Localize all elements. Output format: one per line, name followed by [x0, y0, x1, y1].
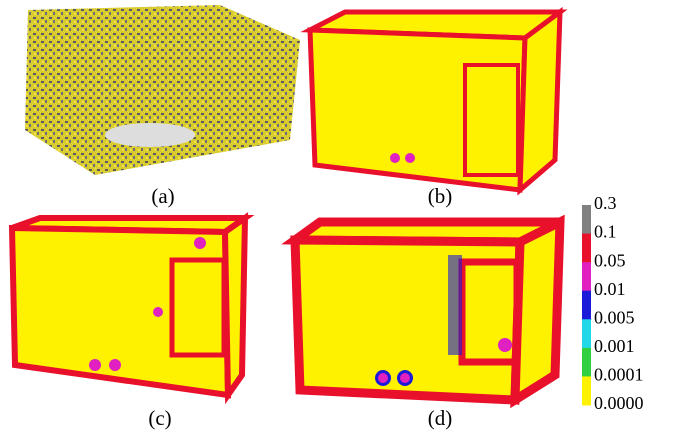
colorbar-label: 0.005 — [594, 307, 635, 327]
panel-a-image — [25, 5, 300, 175]
colorbar-segment — [582, 262, 591, 291]
colorbar-segment — [582, 319, 591, 348]
colorbar-segment — [582, 291, 591, 320]
panel-b-image — [310, 12, 560, 190]
colorbar-segment — [582, 376, 591, 405]
panel-d-image — [295, 222, 560, 400]
colorbar-label: 0.001 — [594, 336, 635, 356]
colorbar-segment — [582, 234, 591, 263]
colorbar: 0.3 0.1 0.05 0.01 0.005 0.001 0.0001 0.0000 — [582, 193, 644, 413]
figure: (a) (b) (c) (d) 0.3 0.1 0.05 0.01 0.005 0.001… — [0, 0, 688, 437]
page: {"panels": [{"label": "(a)"}, {"label": … — [0, 0, 688, 437]
colorbar-label: 0.01 — [594, 279, 626, 299]
colorbar-label: 0.3 — [594, 193, 617, 213]
colorbar-label: 0.0001 — [594, 365, 644, 385]
colorbar-label: 0.0000 — [594, 393, 644, 413]
panel-c-image — [12, 218, 245, 395]
panel-label: (c) — [148, 406, 171, 430]
panel-label: (b) — [428, 184, 453, 208]
panel-label: (a) — [151, 184, 174, 208]
colorbar-label: 0.05 — [594, 250, 626, 270]
panel-label: (d) — [428, 406, 453, 430]
colorbar-segment — [582, 348, 591, 377]
colorbar-segment — [582, 205, 591, 234]
colorbar-label: 0.1 — [594, 222, 617, 242]
